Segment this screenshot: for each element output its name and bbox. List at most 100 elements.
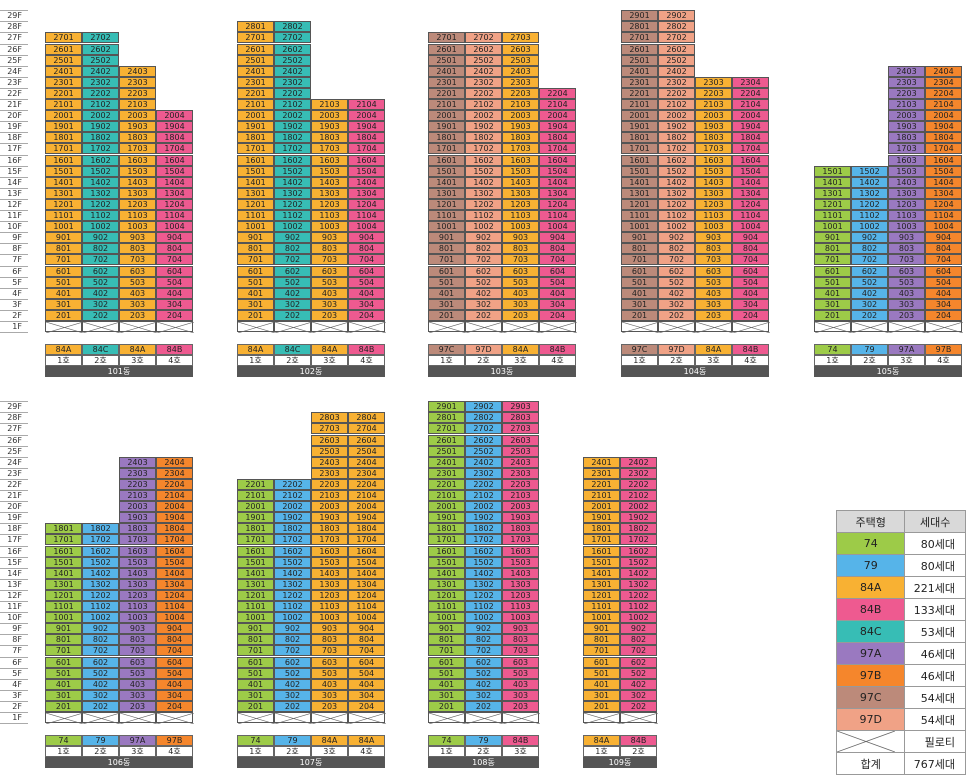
legend-row: 84A 221세대 [835,576,966,599]
unit-cell: 2703 [311,423,348,435]
floor-gridline [0,712,28,713]
legend-count: 54세대 [904,708,966,731]
unit-cell: 2601 [45,43,82,55]
legend-count: 46세대 [904,664,966,687]
building-name: 105동 [814,366,962,377]
unit-cell: 2701 [45,32,82,44]
unit-cell: 303 [502,298,539,310]
unit-cell: 2302 [82,76,119,88]
unit-cell: 1902 [274,121,311,133]
unit-cell: 1203 [311,198,348,210]
unit-cell: 1603 [119,154,156,166]
unit-cell: 1803 [502,523,539,535]
unit-cell: 1502 [82,165,119,177]
legend-piloti-row: 필로티 [835,730,966,753]
legend-type-swatch: 84C [835,620,906,643]
unit-cell: 201 [428,309,465,321]
unit-cell: 401 [621,287,658,299]
unit-type-label: 97D [658,344,695,355]
unit-cell: 1103 [502,601,539,612]
unit-cell: 2901 [621,10,658,22]
unit-cell: 1003 [311,221,348,233]
unit-cell: 1104 [539,210,576,221]
unit-cell: 2201 [583,478,620,490]
floor-gridline [0,143,28,145]
piloti-cell [428,321,466,333]
unit-cell: 1202 [851,198,888,210]
piloti-cell [465,321,503,333]
unit-cell: 902 [465,623,502,635]
unit-cell: 502 [82,276,119,288]
unit-cell: 2602 [465,43,502,55]
unit-cell: 301 [428,298,465,310]
unit-cell: 1402 [620,567,657,579]
unit-cell: 203 [119,700,156,712]
unit-cell: 2104 [539,99,576,110]
unit-cell: 2403 [502,65,539,77]
unit-cell: 302 [274,298,311,310]
legend-row: 79 80세대 [835,554,966,577]
unit-cell: 2303 [311,467,348,479]
unit-cell: 202 [658,309,695,321]
unit-cell: 504 [925,276,962,288]
unit-cell: 204 [539,309,576,321]
legend-type-swatch: 79 [835,554,906,577]
legend-count: 53세대 [904,620,966,643]
unit-cell: 601 [237,656,274,668]
unit-cell: 602 [851,265,888,277]
unit-cell: 1102 [465,601,502,612]
floor-label: 19F [7,513,22,523]
unit-cell: 302 [658,298,695,310]
unit-cell: 1404 [925,176,962,188]
unit-cell: 602 [82,265,119,277]
unit-type-label: 84A [348,735,385,746]
unit-cell: 1101 [621,210,658,221]
unit-cell: 502 [274,276,311,288]
floor-label: 14F [7,177,22,187]
unit-cell: 702 [465,645,502,657]
unit-cell: 1303 [311,187,348,199]
unit-cell: 1602 [82,154,119,166]
unit-cell: 2102 [82,99,119,110]
unit-cell: 1204 [156,198,193,210]
unit-cell: 1402 [851,176,888,188]
unit-cell: 303 [502,689,539,701]
floor-gridline [0,121,28,123]
unit-cell: 2203 [695,87,732,99]
unit-cell: 601 [237,265,274,277]
unit-cell: 904 [539,232,576,244]
unit-cell: 2302 [658,76,695,88]
floor-gridline [0,645,28,647]
piloti-cell [658,321,696,333]
unit-cell: 903 [119,232,156,244]
unit-cell: 2203 [888,87,925,99]
unit-type-label: 97C [621,344,658,355]
unit-cell: 802 [851,243,888,255]
unit-cell: 401 [237,678,274,690]
unit-cell: 1304 [156,187,193,199]
unit-cell: 1501 [621,165,658,177]
unit-cell: 1104 [348,210,385,221]
unit-cell: 1903 [502,512,539,524]
unit-cell: 703 [695,254,732,266]
floor-gridline [0,210,28,211]
unit-cell: 1903 [502,121,539,133]
unit-cell: 1503 [502,556,539,568]
unit-cell: 1102 [658,210,695,221]
floor-gridline [0,287,28,289]
unit-cell: 1804 [539,132,576,144]
unit-cell: 1003 [119,612,156,624]
unit-line-label: 1호 [583,746,620,757]
unit-cell: 801 [583,634,620,646]
unit-cell: 1501 [428,556,465,568]
floor-gridline [0,65,28,67]
floor-gridline [0,99,28,100]
unit-cell: 1504 [925,165,962,177]
unit-cell: 2303 [119,76,156,88]
unit-cell: 2101 [428,490,465,501]
floor-label: 1F [12,322,22,331]
unit-cell: 2104 [348,99,385,110]
unit-cell: 1101 [428,601,465,612]
unit-cell: 404 [539,287,576,299]
floor-label: 12F [7,590,22,600]
